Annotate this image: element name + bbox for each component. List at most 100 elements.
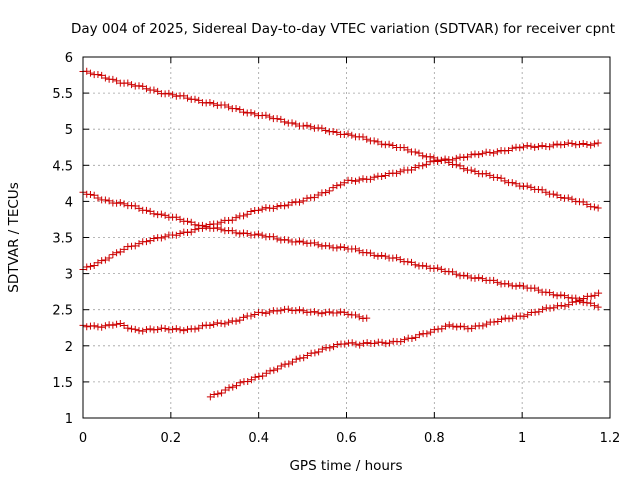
- data-point: [116, 199, 124, 207]
- data-point: [561, 140, 569, 148]
- data-point: [94, 194, 102, 202]
- x-tick-label: 0.2: [160, 431, 181, 446]
- data-point: [419, 262, 427, 270]
- data-point: [98, 323, 106, 331]
- data-point: [591, 291, 599, 299]
- data-point: [221, 101, 229, 109]
- data-point: [344, 130, 352, 138]
- data-point: [292, 307, 300, 315]
- data-point: [531, 308, 539, 316]
- data-point: [139, 327, 147, 335]
- data-point: [422, 262, 430, 270]
- data-point: [501, 177, 509, 185]
- data-point: [240, 108, 248, 116]
- data-point: [565, 301, 573, 309]
- data-point: [333, 244, 341, 252]
- data-point: [150, 86, 158, 94]
- data-point: [232, 317, 240, 325]
- data-point: [453, 323, 461, 331]
- data-point: [422, 160, 430, 168]
- data-point: [378, 140, 386, 148]
- data-point: [490, 149, 498, 157]
- x-tick-label: 1.2: [600, 431, 621, 446]
- data-point: [509, 314, 517, 322]
- data-point: [101, 74, 109, 82]
- data-point: [269, 233, 277, 241]
- y-tick-label: 3: [65, 268, 73, 283]
- data-point: [176, 230, 184, 238]
- data-point: [330, 343, 338, 351]
- data-point: [307, 308, 315, 316]
- data-point: [314, 309, 322, 317]
- x-tick-label: 0: [79, 431, 87, 446]
- y-tick-label: 1: [65, 412, 73, 427]
- data-point: [370, 251, 378, 259]
- data-point: [595, 289, 603, 297]
- data-point: [549, 291, 557, 299]
- data-point: [314, 191, 322, 199]
- data-point: [371, 339, 379, 347]
- data-point: [187, 228, 195, 236]
- series-sat-d: [79, 305, 371, 335]
- data-point: [105, 254, 113, 262]
- data-point: [415, 331, 423, 339]
- data-point: [483, 320, 491, 328]
- data-point: [434, 157, 442, 165]
- data-point: [251, 231, 259, 239]
- data-point: [359, 133, 367, 141]
- data-point: [452, 161, 460, 169]
- data-point: [594, 204, 602, 212]
- data-point: [445, 321, 453, 329]
- data-point: [531, 284, 539, 292]
- data-point: [333, 128, 341, 136]
- data-point: [120, 245, 128, 253]
- chart-title: Day 004 of 2025, Sidereal Day-to-day VTE…: [71, 21, 615, 37]
- data-point: [232, 382, 240, 390]
- data-point: [389, 142, 397, 150]
- data-point: [247, 207, 255, 215]
- data-point: [169, 91, 177, 99]
- data-point: [303, 194, 311, 202]
- data-points: [79, 67, 603, 401]
- data-point: [337, 181, 345, 189]
- data-point: [184, 217, 192, 225]
- data-point: [292, 238, 300, 246]
- data-point: [277, 307, 285, 315]
- data-point: [590, 203, 598, 211]
- data-point: [195, 324, 203, 332]
- data-point: [337, 308, 345, 316]
- data-point: [258, 231, 266, 239]
- data-point: [393, 254, 401, 262]
- data-point: [146, 207, 154, 215]
- data-point: [322, 127, 330, 135]
- data-point: [303, 121, 311, 129]
- data-point: [281, 202, 289, 210]
- data-point: [512, 282, 520, 290]
- data-point: [366, 175, 374, 183]
- data-point: [135, 240, 143, 248]
- data-point: [512, 143, 520, 151]
- data-point: [575, 140, 583, 148]
- data-point: [546, 143, 554, 151]
- data-point: [553, 292, 561, 300]
- data-point: [101, 196, 109, 204]
- data-point: [270, 366, 278, 374]
- data-point: [482, 170, 490, 178]
- data-point: [438, 325, 446, 333]
- data-point: [285, 360, 293, 368]
- data-point: [269, 204, 277, 212]
- data-point: [568, 195, 576, 203]
- data-point: [299, 238, 307, 246]
- data-point: [310, 193, 318, 201]
- data-point: [531, 143, 539, 151]
- y-tick-label: 5.5: [52, 87, 73, 102]
- data-point: [348, 176, 356, 184]
- data-point: [176, 215, 184, 223]
- data-point: [497, 174, 505, 182]
- data-point: [232, 105, 240, 113]
- data-point: [288, 119, 296, 127]
- data-point: [407, 258, 415, 266]
- data-point: [549, 190, 557, 198]
- data-point: [213, 220, 221, 228]
- data-point: [124, 79, 132, 87]
